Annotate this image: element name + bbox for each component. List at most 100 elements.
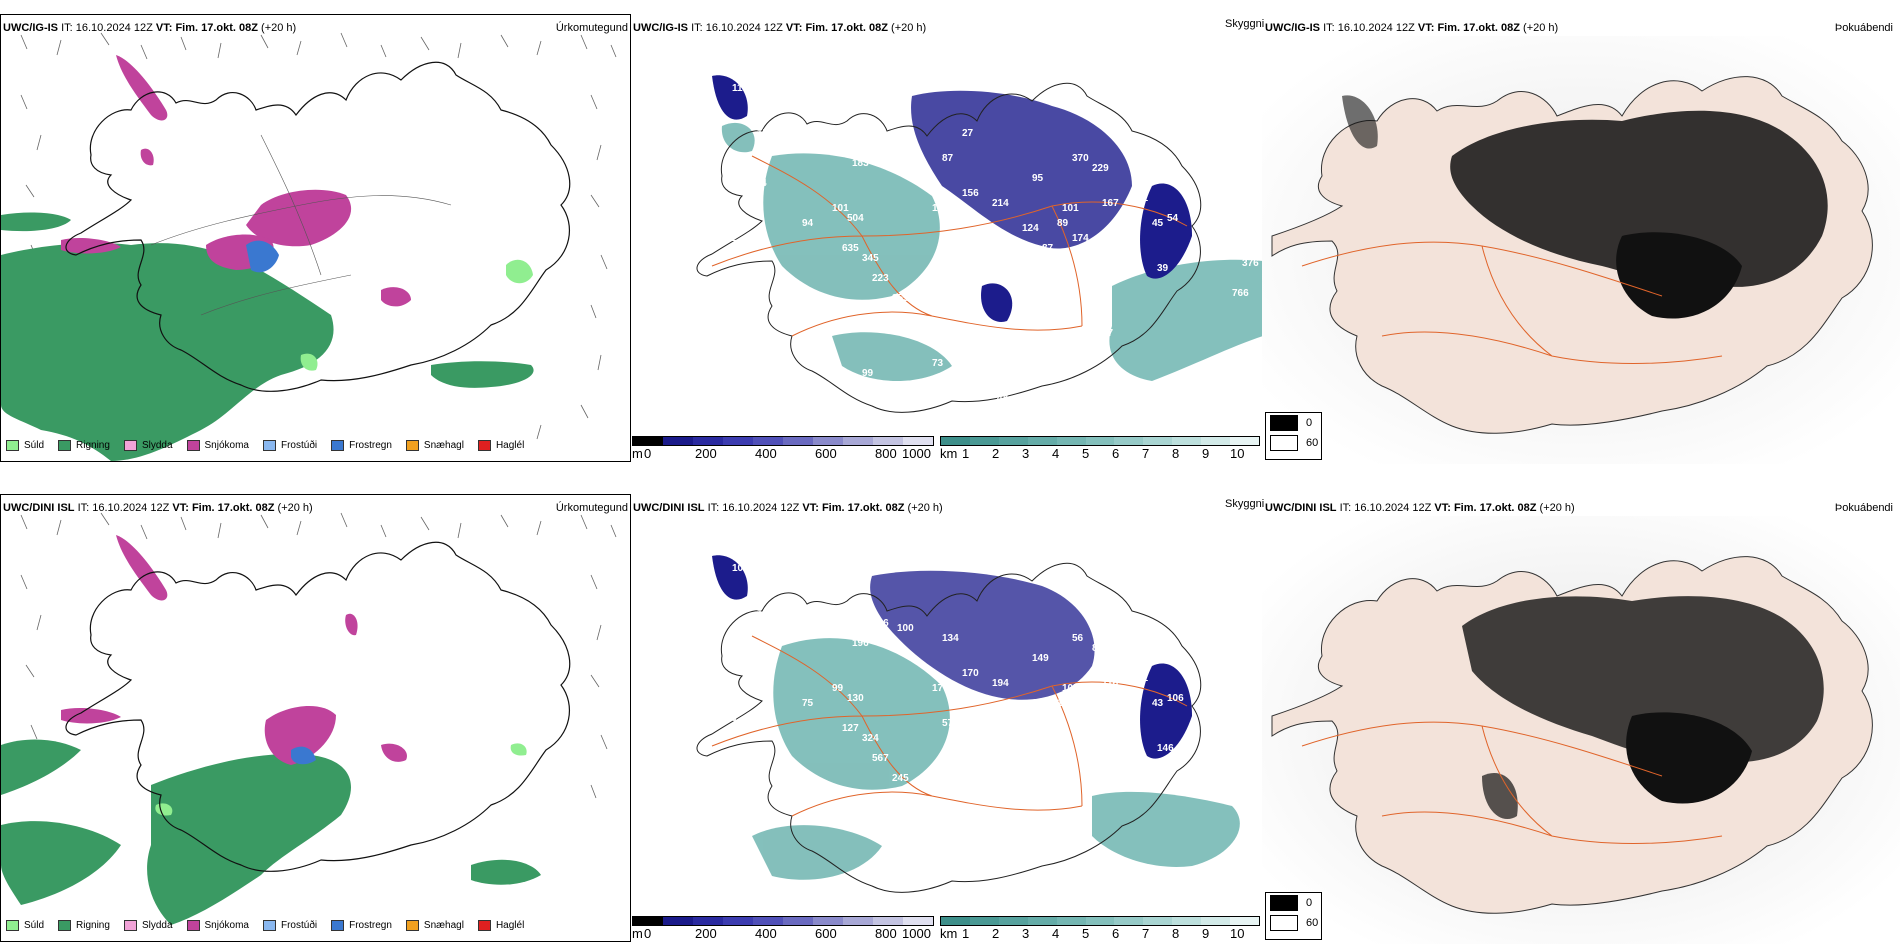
snow-value-label: 89 xyxy=(1057,218,1069,229)
coastline xyxy=(696,82,1202,413)
legend-swatch xyxy=(123,440,137,451)
snow-header-dini: UWC/DINI ISL IT: 16.10.2024 12Z VT: Fim.… xyxy=(633,502,943,515)
snow-value-label: 116 xyxy=(1102,678,1119,689)
it-value: 16.10.2024 12Z xyxy=(1337,22,1415,34)
vt-value: Fim. 17.okt. 08Z xyxy=(191,502,275,514)
legend-swatch xyxy=(123,920,137,931)
snow-value-label: 745 xyxy=(1042,723,1059,734)
snow-value-label: 139 xyxy=(932,203,949,214)
snow-value-label: 132 xyxy=(720,233,737,244)
snow-value-label: 376 xyxy=(1242,258,1259,269)
snow-value-label: 229 xyxy=(1092,163,1109,174)
snow-map-dini[interactable]: 102 98 102 73 120 58 75 196 106 100 99 130 127 324 567… xyxy=(632,516,1263,916)
model-name: UWC/DINI ISL xyxy=(633,502,705,514)
fog-map-igis[interactable] xyxy=(1262,36,1900,464)
colorbar-tick: 600 xyxy=(815,926,837,941)
legend-swatch xyxy=(477,920,491,931)
snow-value-label: 104 xyxy=(750,178,767,189)
snow-value-label: 130 xyxy=(1072,713,1089,724)
snow-value-label: 57 xyxy=(1102,328,1114,339)
snow-value-label: 177 xyxy=(932,683,949,694)
snow-value-label: 45 xyxy=(1152,218,1164,229)
snow-value-label: 10 xyxy=(1052,783,1064,794)
fog-map-dini[interactable] xyxy=(1262,516,1900,944)
vt-value: Fim. 17.okt. 08Z xyxy=(805,22,888,34)
snow-value-label: 567 xyxy=(872,753,889,764)
snowdepth-area xyxy=(712,555,1192,759)
visibility-colorbar-dini: km 1 2 3 4 5 6 7 8 9 10 xyxy=(940,916,1260,941)
snow-value-label: 87 xyxy=(942,153,954,164)
snow-value-label: 175 xyxy=(1077,253,1094,264)
legend-label: Súld xyxy=(24,440,45,451)
vt-label: VT: xyxy=(1434,502,1451,514)
snow-value-label: 129 xyxy=(1012,783,1029,794)
legend-item: Rigning xyxy=(58,920,110,931)
legend-item: Snæhagl xyxy=(405,920,464,931)
snow-value-label: 130 xyxy=(847,693,864,704)
snow-value-label: 167 xyxy=(1102,198,1119,209)
ptype-title-igis: Úrkomutegund xyxy=(555,22,628,34)
colorbar-tick: 200 xyxy=(695,446,717,461)
ptype-map-igis[interactable] xyxy=(0,14,631,462)
legend-swatch xyxy=(331,440,345,451)
colorbar-tick: 3 xyxy=(1022,926,1030,941)
snow-value-label: 57 xyxy=(942,718,954,729)
legend-item: Snjókoma xyxy=(186,920,249,931)
legend-swatch xyxy=(262,440,276,451)
model-name: UWC/DINI ISL xyxy=(1265,502,1337,514)
ptype-title-dini: Úrkomutegund xyxy=(555,502,628,514)
colorbar-tick: 400 xyxy=(755,926,777,941)
snow-value-label: 121 xyxy=(1052,288,1069,299)
snow-value-label: 70 xyxy=(872,138,884,149)
vt-value: Fim. 17.okt. 08Z xyxy=(1437,22,1520,34)
snow-value-label: 59 xyxy=(1097,748,1109,759)
colorbar-tick: 0 xyxy=(644,446,652,461)
snow-value-label: 120 xyxy=(720,713,737,724)
legend-swatch xyxy=(58,440,72,451)
lead-time: (+20 h) xyxy=(1523,22,1559,34)
wind-barbs xyxy=(20,512,617,799)
rain-area xyxy=(1,739,541,925)
snow-value-label: 101 xyxy=(1062,203,1079,214)
colorbar-tick: 8 xyxy=(1172,446,1180,461)
snow-map-igis[interactable]: 114 95 155 81 132 104 94 183 70 28 101 504 635 345 223… xyxy=(632,36,1263,436)
snow-value-label: 196 xyxy=(852,638,869,649)
legend-item: Rigning xyxy=(58,440,110,451)
legend-swatch xyxy=(6,920,19,931)
snow-value-label: 653 xyxy=(897,318,914,329)
snow-value-label: 170 xyxy=(962,668,979,679)
legend-label: Rigning xyxy=(76,440,110,451)
legend-label: Súld xyxy=(24,920,45,931)
vt-label: VT: xyxy=(172,502,189,514)
legend-item: Frostregn xyxy=(331,920,392,931)
colorbar-tick: 400 xyxy=(755,446,777,461)
vt-label: VT: xyxy=(802,502,819,514)
legend-swatch xyxy=(58,920,72,931)
legend-label: Frostregn xyxy=(349,920,392,931)
snow-value-label: 106 xyxy=(897,798,914,809)
roads xyxy=(711,635,1188,817)
snow-value-label: 504 xyxy=(847,213,864,224)
snow-value-label: 124 xyxy=(1022,223,1039,234)
snow-value-label: 306 xyxy=(1002,738,1019,749)
snow-value-label: 156 xyxy=(962,188,979,199)
it-value: 16.10.2024 12Z xyxy=(705,22,783,34)
legend-swatch xyxy=(6,440,19,451)
ptype-map-dini[interactable] xyxy=(0,494,631,942)
legend-label: Haglél xyxy=(495,440,525,451)
fog-legend-igis: 0 60 xyxy=(1265,412,1322,460)
colorbar-tick: 6 xyxy=(1112,926,1120,941)
snow-value-label: 183 xyxy=(852,158,869,169)
snow-value-label: 164 xyxy=(757,338,774,349)
colorbar-strip xyxy=(632,436,934,446)
colorbar-tick: 7 xyxy=(1142,926,1150,941)
fog-legend-row: 0 xyxy=(1266,893,1321,913)
legend-item: Haglél xyxy=(477,440,525,451)
row-igis: UWC/IG-IS IT: 16.10.2024 12Z VT: Fim. 17… xyxy=(0,0,1900,470)
snow-value-label: 75 xyxy=(802,698,814,709)
snow-value-label: 95 xyxy=(1032,173,1044,184)
lead-time: (+20 h) xyxy=(1539,502,1575,514)
colorbar-strip xyxy=(940,916,1260,926)
colorbar-tick: 600 xyxy=(815,446,837,461)
